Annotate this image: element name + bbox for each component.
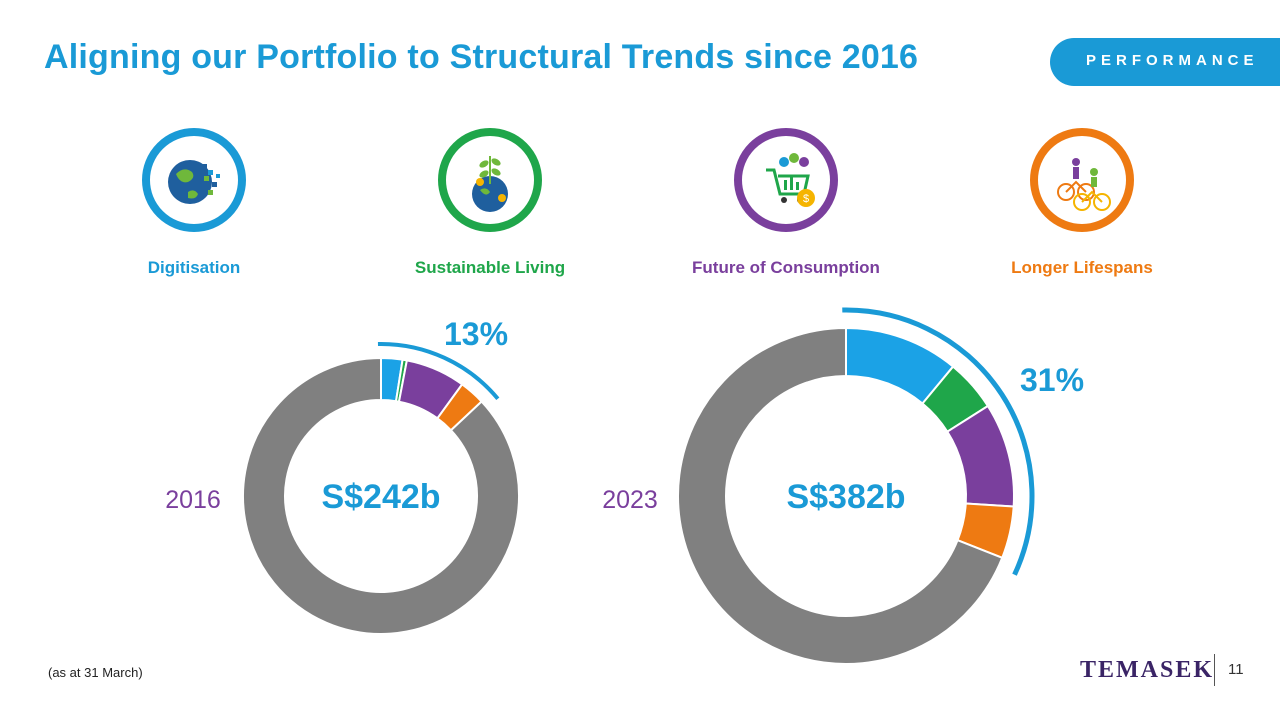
brand-logo: TEMASEK bbox=[1080, 657, 1215, 683]
theme-digitisation: Digitisation bbox=[84, 128, 304, 278]
donut-chart-2016 bbox=[242, 342, 520, 635]
theme-label: Digitisation bbox=[147, 258, 241, 277]
theme-label: Longer Lifespans bbox=[1011, 258, 1153, 277]
highlight-arc bbox=[842, 307, 1035, 576]
theme-future-of-consumption: $ Future of Consumption bbox=[676, 128, 896, 278]
plant-globe-icon bbox=[438, 128, 542, 232]
svg-text:$: $ bbox=[803, 193, 809, 205]
center-total-2023: S$382b bbox=[786, 478, 905, 516]
year-label-2016: 2016 bbox=[165, 486, 221, 514]
shopping-cart-icon: $ bbox=[734, 128, 838, 232]
theme-label: Sustainable Living bbox=[414, 258, 566, 277]
slide-title: Aligning our Portfolio to Structural Tre… bbox=[44, 38, 919, 76]
highlight-arc bbox=[377, 342, 500, 401]
footer-divider bbox=[1214, 654, 1215, 686]
highlight-percent-2023: 31% bbox=[1020, 362, 1084, 398]
page-number: 11 bbox=[1228, 661, 1244, 678]
section-tag-label: PERFORMANCE bbox=[1086, 52, 1259, 69]
donut-segment bbox=[242, 356, 520, 635]
year-label-2023: 2023 bbox=[602, 486, 658, 514]
theme-label: Future of Consumption bbox=[692, 258, 880, 277]
theme-longer-lifespans: Longer Lifespans bbox=[972, 128, 1192, 278]
donut-chart-2023 bbox=[677, 307, 1035, 665]
cyclists-icon bbox=[1030, 128, 1134, 232]
digital-globe-icon bbox=[142, 128, 246, 232]
theme-sustainable-living: Sustainable Living bbox=[380, 128, 600, 278]
donut-segment bbox=[677, 326, 1004, 665]
section-tag: PERFORMANCE bbox=[1050, 38, 1280, 86]
highlight-percent-2016: 13% bbox=[444, 316, 508, 352]
center-total-2016: S$242b bbox=[321, 478, 440, 516]
footnote: (as at 31 March) bbox=[48, 665, 143, 680]
